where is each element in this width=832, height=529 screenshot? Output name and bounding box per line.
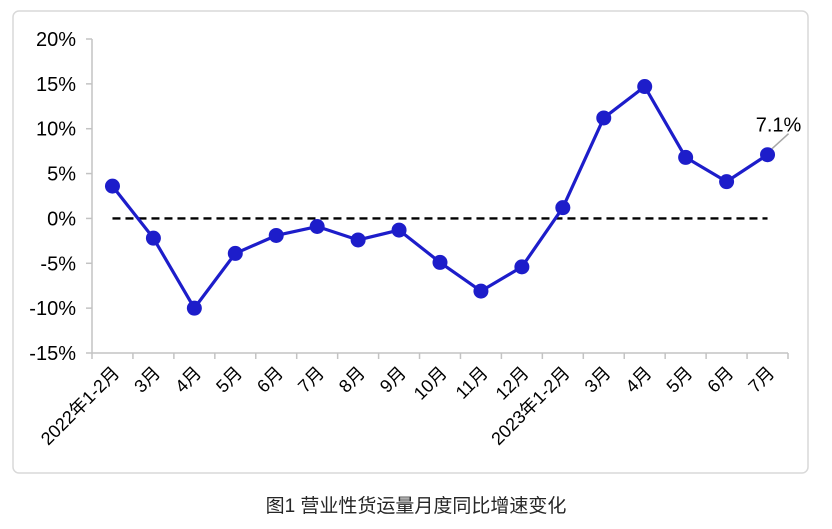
data-point <box>760 147 776 163</box>
data-point <box>145 230 161 246</box>
data-point <box>350 232 366 248</box>
x-tick-label: 4月 <box>171 363 205 397</box>
data-point <box>268 227 284 243</box>
y-tick-label: 15% <box>36 74 76 96</box>
chart-border <box>12 10 809 474</box>
data-point <box>473 283 489 299</box>
data-point <box>596 110 612 126</box>
data-point <box>227 245 243 261</box>
data-point <box>514 259 530 275</box>
data-point <box>432 254 448 270</box>
y-tick-label: -10% <box>29 298 76 320</box>
data-point-label: 7.1% <box>756 115 802 137</box>
x-tick-label: 3月 <box>581 363 615 397</box>
data-point <box>391 222 407 238</box>
y-tick-label: 10% <box>36 119 76 141</box>
y-tick-label: 20% <box>36 29 76 51</box>
data-point <box>678 149 694 165</box>
data-point <box>186 300 202 316</box>
x-tick-label: 9月 <box>376 363 410 397</box>
data-point <box>637 79 653 95</box>
x-tick-label: 5月 <box>212 363 246 397</box>
x-tick-label: 5月 <box>663 363 697 397</box>
x-tick-label: 2022年1-2月 <box>37 363 123 449</box>
data-label-leader-line <box>771 133 790 150</box>
y-tick-label: -5% <box>40 253 76 275</box>
x-tick-label: 3月 <box>130 363 164 397</box>
x-tick-label: 7月 <box>744 363 778 397</box>
data-point <box>104 178 120 194</box>
chart-caption: 图1 营业性货运量月度同比增速变化 <box>265 496 567 517</box>
data-point <box>719 174 735 190</box>
data-point <box>555 200 571 216</box>
x-tick-label: 11月 <box>452 363 492 403</box>
y-tick-label: 5% <box>47 164 76 186</box>
data-point <box>309 219 325 235</box>
data-series-line <box>110 84 770 310</box>
x-tick-label: 8月 <box>335 363 369 397</box>
x-tick-label: 10月 <box>410 363 451 404</box>
y-tick-label: -15% <box>29 343 76 365</box>
x-tick-label: 4月 <box>622 363 656 397</box>
x-tick-label: 7月 <box>294 363 328 397</box>
x-tick-label: 6月 <box>253 363 287 397</box>
x-tick-label: 6月 <box>703 363 737 397</box>
y-tick-label: 0% <box>47 208 76 230</box>
